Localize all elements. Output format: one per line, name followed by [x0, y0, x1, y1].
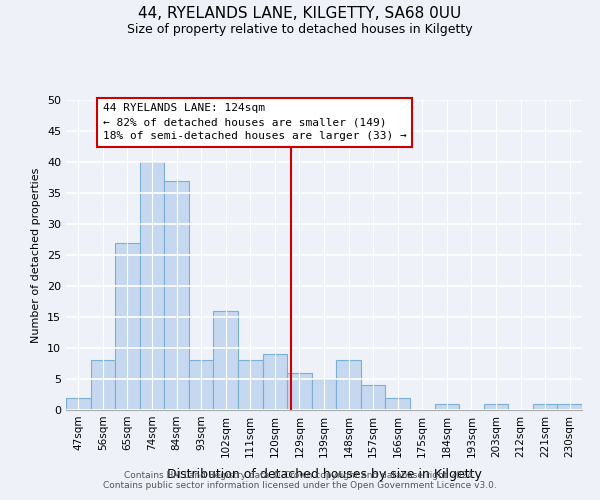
Bar: [557, 404, 582, 410]
Bar: [91, 360, 115, 410]
Bar: [312, 379, 336, 410]
Bar: [533, 404, 557, 410]
Bar: [140, 162, 164, 410]
Bar: [336, 360, 361, 410]
Bar: [115, 242, 140, 410]
Bar: [263, 354, 287, 410]
Text: Size of property relative to detached houses in Kilgetty: Size of property relative to detached ho…: [127, 22, 473, 36]
Text: Contains public sector information licensed under the Open Government Licence v3: Contains public sector information licen…: [103, 480, 497, 490]
Y-axis label: Number of detached properties: Number of detached properties: [31, 168, 41, 342]
Bar: [164, 180, 189, 410]
Bar: [238, 360, 263, 410]
Bar: [361, 385, 385, 410]
Bar: [385, 398, 410, 410]
Text: Contains HM Land Registry data © Crown copyright and database right 2024.: Contains HM Land Registry data © Crown c…: [124, 470, 476, 480]
Bar: [214, 311, 238, 410]
Bar: [434, 404, 459, 410]
Text: 44, RYELANDS LANE, KILGETTY, SA68 0UU: 44, RYELANDS LANE, KILGETTY, SA68 0UU: [139, 6, 461, 20]
X-axis label: Distribution of detached houses by size in Kilgetty: Distribution of detached houses by size …: [167, 468, 481, 481]
Bar: [189, 360, 214, 410]
Bar: [484, 404, 508, 410]
Bar: [287, 373, 312, 410]
Bar: [66, 398, 91, 410]
Text: 44 RYELANDS LANE: 124sqm
← 82% of detached houses are smaller (149)
18% of semi-: 44 RYELANDS LANE: 124sqm ← 82% of detach…: [103, 103, 407, 141]
